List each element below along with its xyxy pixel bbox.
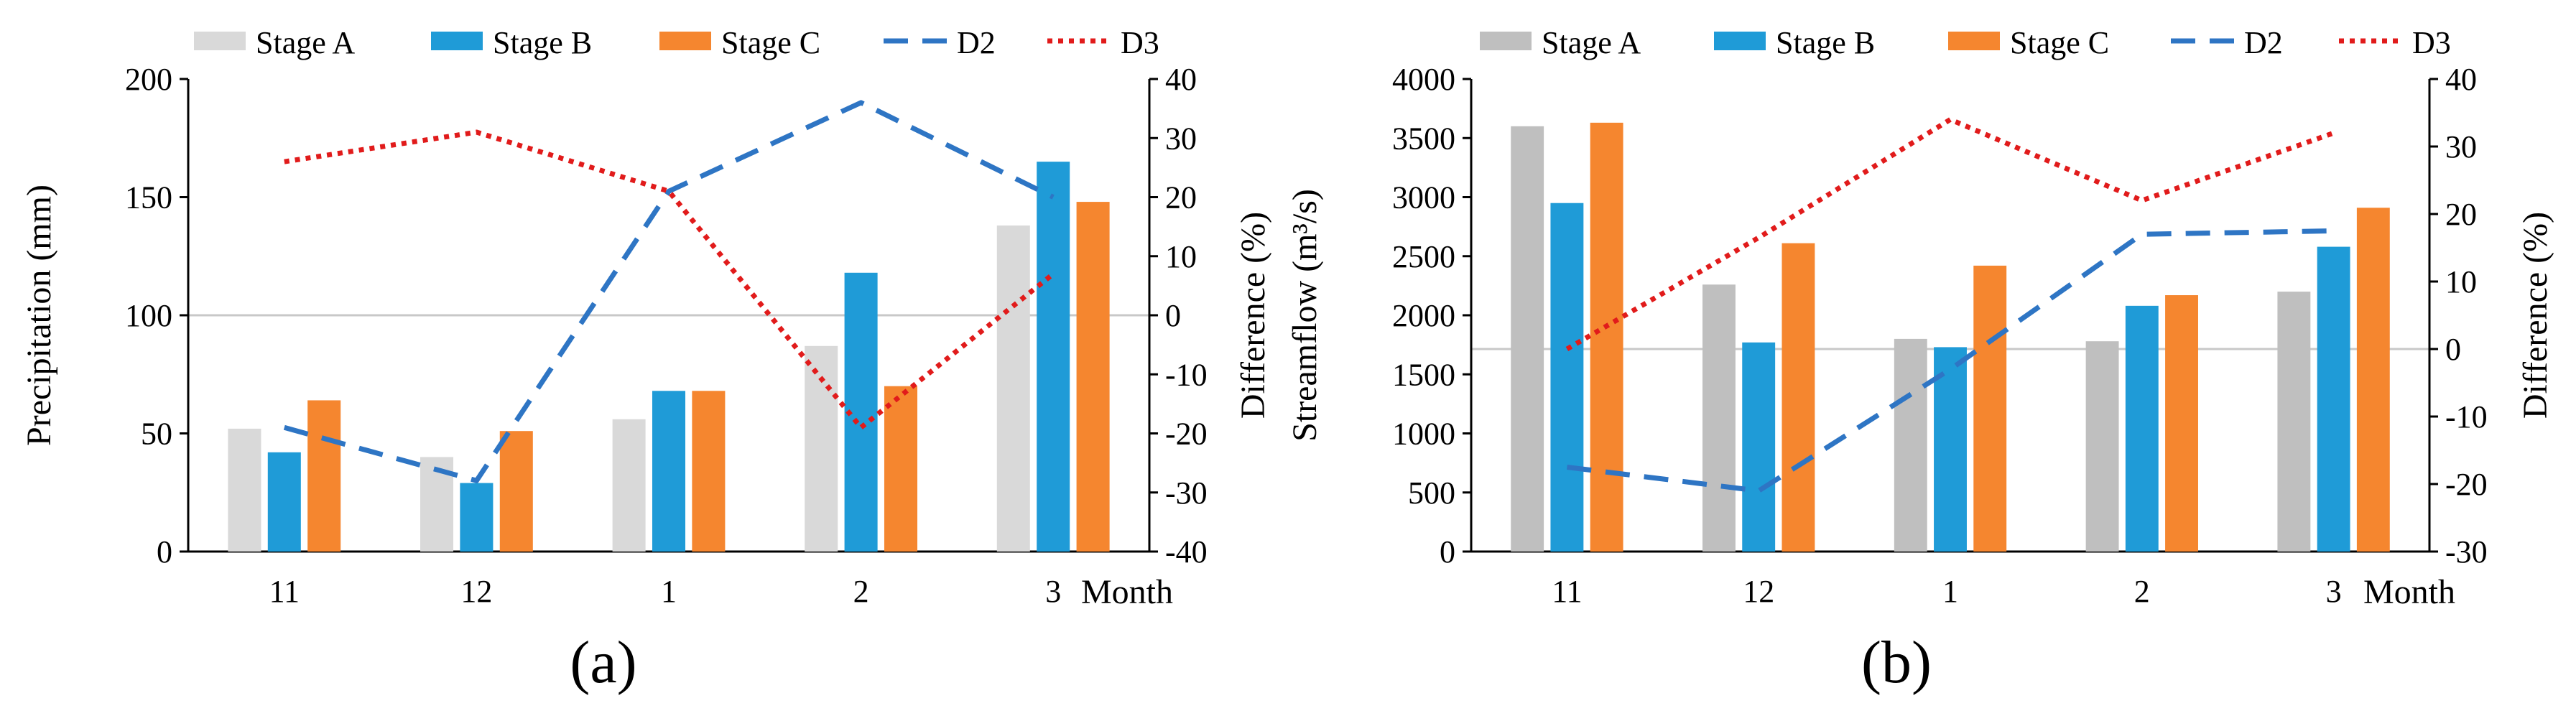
y2-tick-label: -20	[2445, 467, 2488, 502]
bar-stage-c	[2356, 208, 2390, 552]
bar-stage-a	[996, 225, 1030, 552]
legend-swatch	[194, 32, 246, 50]
bar-stage-b	[267, 452, 301, 552]
bar-stage-a	[612, 419, 646, 552]
bar-stage-b	[460, 483, 494, 552]
y2-axis-title: Difference (%)	[2516, 212, 2554, 419]
legend-label: D2	[2244, 25, 2283, 60]
bar-stage-c	[1590, 122, 1623, 552]
y2-tick-label: 20	[1165, 180, 1197, 215]
y-tick-label: 2500	[1392, 239, 1455, 274]
x-tick-label: 12	[460, 574, 492, 609]
y2-tick-label: 0	[2445, 332, 2461, 367]
x-tick-label: 2	[2134, 574, 2150, 609]
panel-label: (a)	[570, 629, 636, 696]
x-tick-label: 3	[2326, 574, 2342, 609]
y-tick-label: 200	[125, 62, 172, 97]
bar-stage-b	[1037, 162, 1070, 552]
bar-stage-c	[2165, 295, 2198, 552]
y-tick-label: 500	[1408, 475, 1455, 511]
legend-swatch	[659, 32, 711, 50]
y2-tick-label: -30	[1165, 475, 1208, 511]
y2-tick-label: -30	[2445, 534, 2488, 569]
y2-tick-label: -10	[1165, 357, 1208, 392]
y-axis-title: Streamflow (m³/s)	[1286, 189, 1324, 442]
line-d2	[1566, 228, 2334, 493]
y-tick-label: 1500	[1392, 357, 1455, 392]
y2-tick-label: 0	[1165, 298, 1181, 333]
bar-stage-b	[2317, 246, 2350, 552]
bar-stage-b	[1550, 203, 1584, 552]
legend-label: Stage A	[256, 25, 355, 60]
bar-stage-a	[228, 428, 261, 552]
legend-swatch	[1480, 32, 1532, 50]
line-d3	[284, 129, 1055, 430]
bar-stage-b	[1742, 342, 1776, 552]
bar-stage-a	[2085, 341, 2119, 552]
bar-stage-c	[884, 386, 918, 552]
bar-stage-b	[2125, 305, 2159, 552]
legend-label: Stage B	[493, 25, 592, 60]
y2-tick-label: 30	[2445, 129, 2477, 164]
bar-stage-c	[499, 431, 533, 552]
bar-stage-c	[1782, 243, 1815, 552]
legend-label: Stage C	[2010, 25, 2109, 60]
legend-swatch	[1714, 32, 1766, 50]
legend-label: Stage B	[1776, 25, 1875, 60]
y-axis-title: Precipitation (mm)	[20, 185, 58, 446]
y2-tick-label: 40	[1165, 62, 1197, 97]
y-tick-label: 3000	[1392, 180, 1455, 215]
bar-stage-c	[307, 400, 341, 552]
line-d2	[283, 100, 1055, 483]
bar-stage-b	[652, 391, 686, 552]
x-tick-label: 3	[1045, 574, 1061, 609]
y-tick-label: 4000	[1392, 62, 1455, 97]
y-tick-label: 0	[157, 534, 172, 569]
bar-stage-b	[1934, 347, 1967, 552]
legend-label: D2	[957, 25, 996, 60]
y-tick-label: 3500	[1392, 121, 1455, 156]
y2-tick-label: 40	[2445, 62, 2477, 97]
bar-stage-a	[1894, 338, 1927, 552]
bar-stage-a	[1511, 126, 1544, 552]
x-axis-title: Month	[1081, 573, 1173, 611]
x-tick-label: 12	[1743, 574, 1774, 609]
y2-axis-title: Difference (%)	[1234, 212, 1272, 419]
y-tick-label: 100	[125, 298, 172, 333]
line-d3	[1565, 116, 2335, 352]
y2-tick-label: -10	[2445, 399, 2488, 434]
panel-label: (b)	[1861, 629, 1932, 696]
chart-panel-b: 0 500 1000 1500 2000 2500 3000 3500 4000 -30 -20 -1…	[1286, 25, 2554, 696]
x-tick-label: 1	[661, 574, 677, 609]
y-tick-label: 150	[125, 180, 172, 215]
y-tick-label: 1000	[1392, 417, 1455, 452]
x-tick-label: 1	[1942, 574, 1958, 609]
legend-label: Stage A	[1542, 25, 1641, 60]
y2-tick-label: 10	[2445, 264, 2477, 299]
legend-swatch	[431, 32, 483, 50]
legend-label: Stage C	[721, 25, 820, 60]
y2-tick-label: 10	[1165, 239, 1197, 274]
bar-stage-c	[1973, 265, 2007, 552]
legend-label: D3	[2412, 25, 2451, 60]
x-tick-label: 2	[853, 574, 869, 609]
bar-stage-c	[692, 391, 726, 552]
y2-tick-label: 30	[1165, 121, 1197, 156]
y2-tick-label: 20	[2445, 197, 2477, 232]
x-axis-title: Month	[2363, 573, 2455, 611]
y2-tick-label: -20	[1165, 417, 1208, 452]
legend-label: D3	[1121, 25, 1159, 60]
x-tick-label: 11	[269, 574, 300, 609]
bar-stage-a	[1702, 284, 1736, 552]
y2-tick-label: -40	[1165, 534, 1208, 569]
y-tick-label: 2000	[1392, 298, 1455, 333]
y-tick-label: 0	[1440, 534, 1455, 569]
bar-stage-a	[2277, 292, 2311, 552]
legend-swatch	[1948, 32, 2000, 50]
x-tick-label: 11	[1552, 574, 1582, 609]
y-tick-label: 50	[141, 417, 172, 452]
bar-stage-c	[1076, 202, 1110, 552]
